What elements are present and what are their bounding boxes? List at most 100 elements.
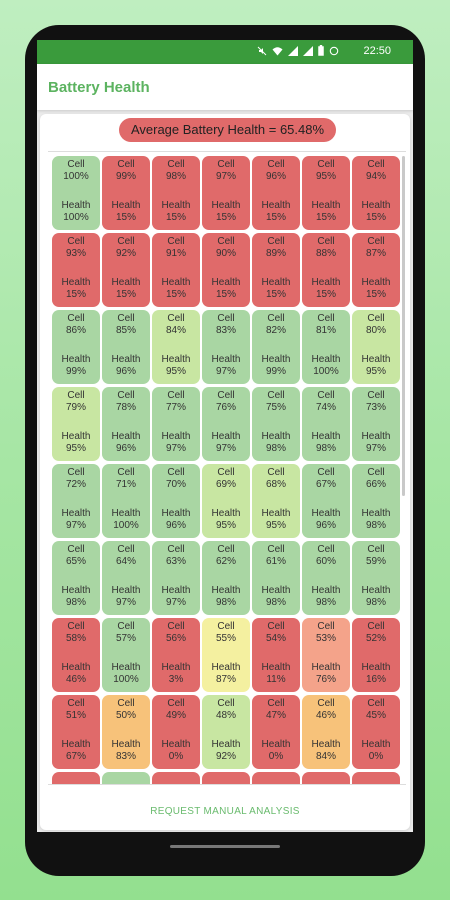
cell-tile[interactable]: Cell 63% Health 97% xyxy=(152,541,200,615)
cell-label: Cell xyxy=(167,390,185,401)
cell-tile[interactable]: Cell 76% Health 97% xyxy=(202,387,250,461)
health-block: Health 100% xyxy=(102,662,150,686)
cell-tile[interactable]: Cell 80% Health 95% xyxy=(352,310,400,384)
cell-tile[interactable]: Cell 54% Health 11% xyxy=(252,618,300,692)
cell-label: Cell xyxy=(217,390,235,401)
health-value: 0% xyxy=(268,751,284,762)
cell-tile[interactable]: Cell 57% Health 100% xyxy=(102,618,150,692)
cell-tile[interactable] xyxy=(52,772,100,784)
health-label: Health xyxy=(61,277,91,288)
cell-tile[interactable]: Cell 89% Health 15% xyxy=(252,233,300,307)
health-block: Health 15% xyxy=(252,200,300,224)
cell-tile[interactable]: Cell 99% Health 15% xyxy=(102,156,150,230)
cell-tile[interactable]: Cell 78% Health 96% xyxy=(102,387,150,461)
cell-tile[interactable]: Cell 62% Health 98% xyxy=(202,541,250,615)
cell-tile[interactable]: Cell 55% Health 87% xyxy=(202,618,250,692)
cell-tile[interactable]: Cell 98% Health 15% xyxy=(152,156,200,230)
health-label: Health xyxy=(161,277,191,288)
cell-label: Cell xyxy=(67,159,85,170)
cell-tile[interactable]: Cell 96% Health 15% xyxy=(252,156,300,230)
cell-tile[interactable]: Cell 84% Health 95% xyxy=(152,310,200,384)
cell-tile[interactable]: Cell 50% Health 83% xyxy=(102,695,150,769)
cell-tile[interactable] xyxy=(302,772,350,784)
cell-tile[interactable]: Cell 56% Health 3% xyxy=(152,618,200,692)
health-label: Health xyxy=(211,585,241,596)
cell-tile[interactable]: Cell 67% Health 96% xyxy=(302,464,350,538)
health-block: Health 98% xyxy=(252,585,300,609)
cell-label: Cell xyxy=(217,159,235,170)
health-label: Health xyxy=(311,585,341,596)
cell-tile[interactable]: Cell 93% Health 15% xyxy=(52,233,100,307)
scrollbar[interactable] xyxy=(402,156,405,496)
cell-tile[interactable]: Cell 77% Health 97% xyxy=(152,387,200,461)
cell-charge-value: 77% xyxy=(165,402,186,413)
cell-tile[interactable]: Cell 87% Health 15% xyxy=(352,233,400,307)
cell-tile[interactable]: Cell 86% Health 99% xyxy=(52,310,100,384)
cell-tile[interactable]: Cell 68% Health 95% xyxy=(252,464,300,538)
cell-tile[interactable]: Cell 71% Health 100% xyxy=(102,464,150,538)
cell-tile[interactable]: Cell 51% Health 67% xyxy=(52,695,100,769)
health-block: Health 83% xyxy=(102,739,150,763)
cell-tile[interactable]: Cell 82% Health 99% xyxy=(252,310,300,384)
cell-charge-value: 61% xyxy=(265,556,286,567)
cell-tile[interactable]: Cell 66% Health 98% xyxy=(352,464,400,538)
cell-tile[interactable] xyxy=(152,772,200,784)
health-block: Health 15% xyxy=(152,277,200,301)
cell-tile[interactable]: Cell 70% Health 96% xyxy=(152,464,200,538)
health-block: Health 46% xyxy=(52,662,100,686)
cell-tile[interactable]: Cell 64% Health 97% xyxy=(102,541,150,615)
cell-tile[interactable] xyxy=(352,772,400,784)
cell-label: Cell xyxy=(367,159,385,170)
cell-tile[interactable]: Cell 65% Health 98% xyxy=(52,541,100,615)
cell-tile[interactable]: Cell 60% Health 98% xyxy=(302,541,350,615)
cell-charge-value: 69% xyxy=(215,479,236,490)
cell-tile[interactable]: Cell 73% Health 97% xyxy=(352,387,400,461)
cell-label: Cell xyxy=(167,621,185,632)
cell-tile[interactable]: Cell 48% Health 92% xyxy=(202,695,250,769)
cell-tile[interactable]: Cell 83% Health 97% xyxy=(202,310,250,384)
cell-tile[interactable]: Cell 100% Health 100% xyxy=(52,156,100,230)
cell-tile[interactable]: Cell 46% Health 84% xyxy=(302,695,350,769)
health-label: Health xyxy=(111,200,141,211)
cell-tile[interactable] xyxy=(102,772,150,784)
cell-tile[interactable]: Cell 85% Health 96% xyxy=(102,310,150,384)
cell-label: Cell xyxy=(117,390,135,401)
cell-tile[interactable]: Cell 88% Health 15% xyxy=(302,233,350,307)
cell-label: Cell xyxy=(217,467,235,478)
health-label: Health xyxy=(361,200,391,211)
cell-tile[interactable]: Cell 91% Health 15% xyxy=(152,233,200,307)
request-manual-analysis-button[interactable]: REQUEST MANUAL ANALYSIS xyxy=(150,806,300,817)
cell-tile[interactable]: Cell 92% Health 15% xyxy=(102,233,150,307)
cell-tile[interactable]: Cell 94% Health 15% xyxy=(352,156,400,230)
cell-grid-scroll[interactable]: Cell 100% Health 100% Cell 99% Health 15% Cell 98… xyxy=(48,151,406,785)
cell-tile[interactable]: Cell 81% Health 100% xyxy=(302,310,350,384)
cell-tile[interactable]: Cell 75% Health 98% xyxy=(252,387,300,461)
cell-tile[interactable]: Cell 74% Health 98% xyxy=(302,387,350,461)
cell-tile[interactable] xyxy=(202,772,250,784)
cell-tile[interactable]: Cell 59% Health 98% xyxy=(352,541,400,615)
home-indicator[interactable] xyxy=(170,845,280,848)
status-icons xyxy=(257,45,339,56)
cell-label: Cell xyxy=(267,236,285,247)
cell-tile[interactable]: Cell 90% Health 15% xyxy=(202,233,250,307)
cell-tile[interactable] xyxy=(252,772,300,784)
cell-tile[interactable]: Cell 45% Health 0% xyxy=(352,695,400,769)
cell-tile[interactable]: Cell 79% Health 95% xyxy=(52,387,100,461)
cell-tile[interactable]: Cell 69% Health 95% xyxy=(202,464,250,538)
cell-charge-value: 47% xyxy=(265,710,286,721)
cell-tile[interactable]: Cell 58% Health 46% xyxy=(52,618,100,692)
cell-tile[interactable]: Cell 53% Health 76% xyxy=(302,618,350,692)
cell-charge-value: 63% xyxy=(165,556,186,567)
cell-tile[interactable]: Cell 95% Health 15% xyxy=(302,156,350,230)
health-value: 98% xyxy=(215,597,236,608)
cell-tile[interactable]: Cell 49% Health 0% xyxy=(152,695,200,769)
cell-tile[interactable]: Cell 97% Health 15% xyxy=(202,156,250,230)
health-block: Health 95% xyxy=(52,431,100,455)
health-value: 0% xyxy=(368,751,384,762)
cell-tile[interactable]: Cell 47% Health 0% xyxy=(252,695,300,769)
cell-tile[interactable]: Cell 72% Health 97% xyxy=(52,464,100,538)
cell-tile[interactable]: Cell 52% Health 16% xyxy=(352,618,400,692)
health-label: Health xyxy=(261,585,291,596)
cell-tile[interactable]: Cell 61% Health 98% xyxy=(252,541,300,615)
health-label: Health xyxy=(111,277,141,288)
